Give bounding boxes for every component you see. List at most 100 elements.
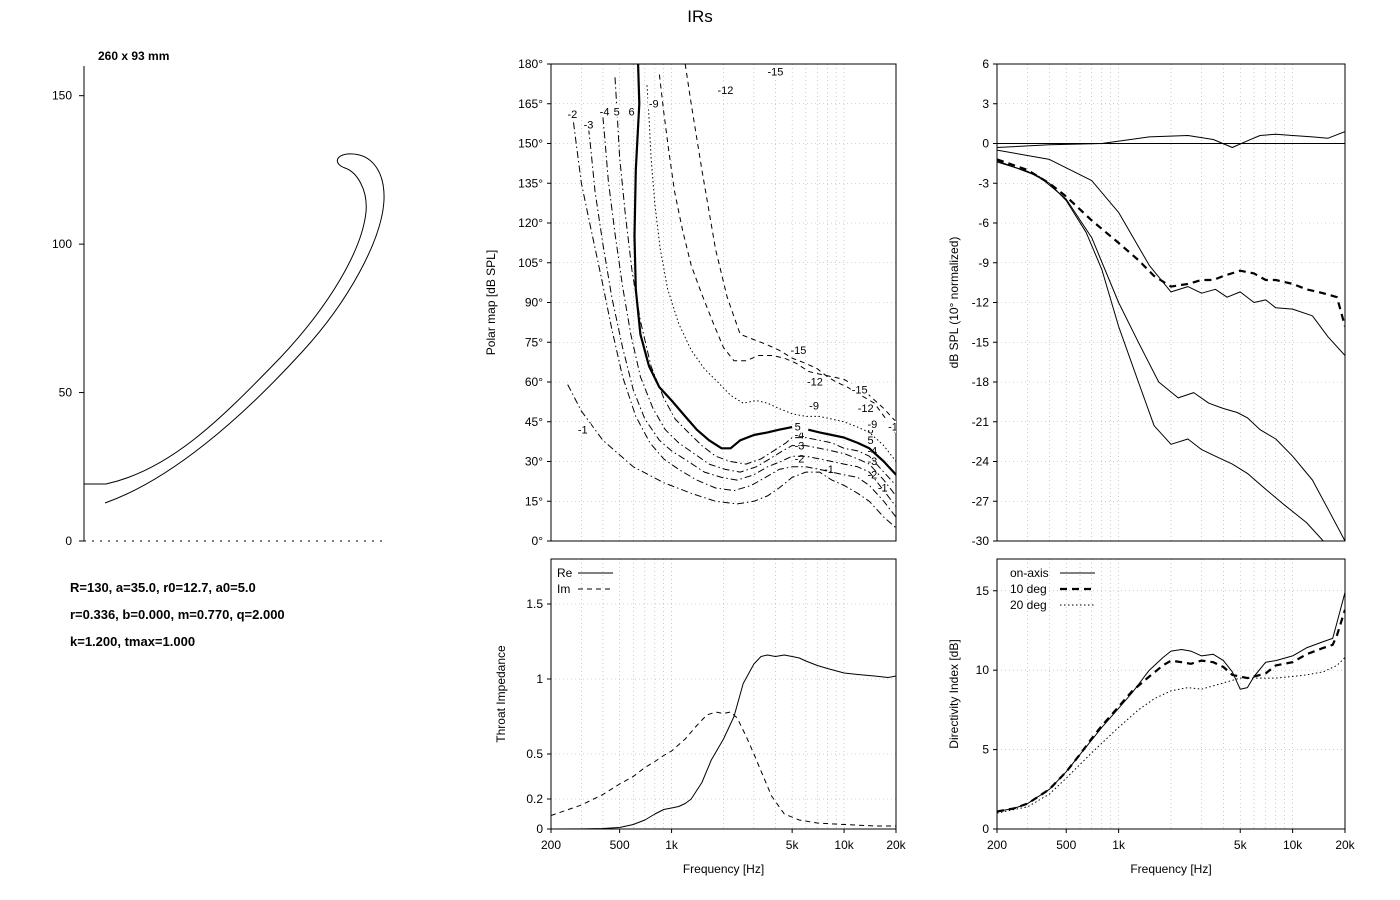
contour-label: -9 bbox=[649, 98, 659, 110]
x-tick-label: 200 bbox=[541, 838, 561, 852]
contour-label: -15 bbox=[852, 385, 868, 397]
series-line bbox=[633, 64, 793, 450]
series-line bbox=[551, 711, 896, 827]
y-tick-label: -24 bbox=[972, 455, 990, 469]
series-line bbox=[997, 161, 1345, 541]
contour-label-bg bbox=[856, 402, 875, 415]
contour-label-bg bbox=[876, 481, 891, 494]
x-tick-label: 5k bbox=[786, 838, 800, 852]
series-line bbox=[997, 160, 1345, 541]
contour-label: -1 bbox=[824, 464, 834, 476]
plot-frame bbox=[996, 558, 1346, 830]
contour-label-bg bbox=[793, 439, 808, 452]
y-tick-label: 15 bbox=[976, 584, 990, 598]
contour-label: 5 bbox=[795, 422, 801, 434]
y-tick-label: -30 bbox=[972, 534, 990, 548]
y-tick-label: 5 bbox=[982, 743, 989, 757]
contour-label: -1 bbox=[578, 424, 588, 436]
profile-y-tick-label: 100 bbox=[52, 237, 72, 251]
param-line-2: r=0.336, b=0.000, m=0.770, q=2.000 bbox=[70, 607, 285, 622]
profile-y-tick-label: 50 bbox=[59, 386, 73, 400]
contour-label-bg bbox=[850, 383, 869, 396]
y-tick-label: 0.5 bbox=[526, 747, 543, 761]
contour-label: -9 bbox=[867, 419, 877, 431]
x-tick-label: 20k bbox=[1335, 838, 1355, 852]
y-tick-label: -3 bbox=[978, 176, 989, 190]
contour-label-bg bbox=[612, 105, 623, 118]
x-tick-label: 200 bbox=[987, 838, 1007, 852]
throat-impedance-chart: 0 0.2 0.5 1 1.5 200 500 1k 5k 10k 20k Frequency [Hz… bbox=[494, 558, 907, 876]
contour-label: 6 bbox=[867, 424, 873, 436]
profile-y-tick-label: 0 bbox=[65, 534, 72, 548]
contour-label-bg bbox=[887, 420, 896, 433]
legend: on-axis 10 deg 20 deg bbox=[1010, 566, 1095, 612]
y-tick-label: 1.5 bbox=[526, 597, 543, 611]
param-line-1: R=130, a=35.0, r0=12.7, a0=5.0 bbox=[70, 580, 256, 595]
y-tick-label: 60° bbox=[525, 375, 543, 389]
polar-map-chart: 0° 15° 30° 45° 60° 75° 90° 105° 120° 135° 150° 165°… bbox=[484, 57, 904, 548]
contour-label: -15 bbox=[791, 345, 807, 357]
contour-label: -4 bbox=[795, 430, 805, 442]
contour-label: -4 bbox=[600, 106, 610, 118]
profile-y-tick-label: 150 bbox=[52, 89, 72, 103]
y-tick-label: 75° bbox=[525, 335, 543, 349]
y-tick-label: -9 bbox=[978, 256, 989, 270]
series-line bbox=[997, 609, 1345, 813]
y-axis-label: Polar map [dB SPL] bbox=[484, 250, 498, 355]
y-tick-label: 0 bbox=[982, 137, 989, 151]
y-tick-label: 0° bbox=[532, 534, 544, 548]
x-tick-label: 1k bbox=[1112, 838, 1126, 852]
contour-label: -9 bbox=[809, 401, 819, 413]
contour-label: -3 bbox=[867, 456, 877, 468]
y-tick-label: 3 bbox=[982, 97, 989, 111]
contour-label-bg bbox=[566, 108, 581, 120]
y-tick-label: -21 bbox=[972, 415, 990, 429]
y-tick-label: 180° bbox=[518, 57, 543, 71]
contour-label-bg bbox=[793, 420, 804, 433]
x-tick-label: 10k bbox=[1283, 838, 1303, 852]
contour-label-bg bbox=[766, 65, 785, 78]
y-tick-label: 30° bbox=[525, 455, 543, 469]
y-axis-label: Throat Impedance bbox=[494, 645, 508, 743]
series-line bbox=[808, 428, 896, 476]
y-tick-label: -18 bbox=[972, 375, 990, 389]
y-tick-label: 0.2 bbox=[526, 792, 543, 806]
contour-label-bg bbox=[716, 84, 735, 97]
directivity-index-chart: 0 5 10 15 200 500 1k 5k 10k 20k Frequency [Hz] Dire… bbox=[947, 558, 1356, 876]
contour-label-bg bbox=[823, 463, 838, 476]
x-axis-label: Frequency [Hz] bbox=[1130, 862, 1211, 876]
y-tick-label: 90° bbox=[525, 296, 543, 310]
series-line bbox=[684, 64, 896, 436]
y-tick-label: 105° bbox=[518, 256, 543, 270]
y-tick-label: -12 bbox=[972, 296, 990, 310]
contour-label: 5 bbox=[614, 106, 620, 118]
y-tick-label: 0 bbox=[982, 822, 989, 836]
legend: Re Im bbox=[557, 566, 613, 596]
y-tick-label: 120° bbox=[518, 216, 543, 230]
normalized-spl-chart: 6 3 0 -3 -6 -9 -12 -15 -18 -21 -24 -27 -30 dB SPL (10… bbox=[947, 57, 1346, 548]
y-axis-label: Directivity Index [dB] bbox=[947, 639, 961, 748]
y-tick-label: 150° bbox=[518, 137, 543, 151]
contour-label: -3 bbox=[584, 120, 594, 132]
contour-label-bg bbox=[866, 418, 881, 431]
contour-label-bg bbox=[576, 423, 591, 436]
contour-label: -1 bbox=[878, 483, 888, 495]
series-line bbox=[573, 122, 896, 518]
grid bbox=[997, 559, 1345, 829]
y-tick-label: 165° bbox=[518, 97, 543, 111]
series-line bbox=[997, 131, 1345, 148]
series-line bbox=[997, 149, 1345, 356]
x-tick-label: 500 bbox=[610, 838, 630, 852]
contour-label: -2 bbox=[795, 454, 805, 466]
param-line-3: k=1.200, tmax=1.000 bbox=[70, 634, 196, 649]
y-tick-label: 6 bbox=[982, 57, 989, 71]
contour-label: -15 bbox=[888, 422, 904, 434]
y-tick-label: 15° bbox=[525, 494, 543, 508]
series-line bbox=[997, 657, 1345, 814]
series-line bbox=[997, 158, 1345, 327]
contour-label: -2 bbox=[567, 109, 577, 121]
legend-entry-label: Re bbox=[557, 566, 573, 580]
series-line bbox=[602, 116, 896, 497]
y-tick-label: 0 bbox=[536, 822, 543, 836]
plot-frame bbox=[550, 558, 897, 830]
